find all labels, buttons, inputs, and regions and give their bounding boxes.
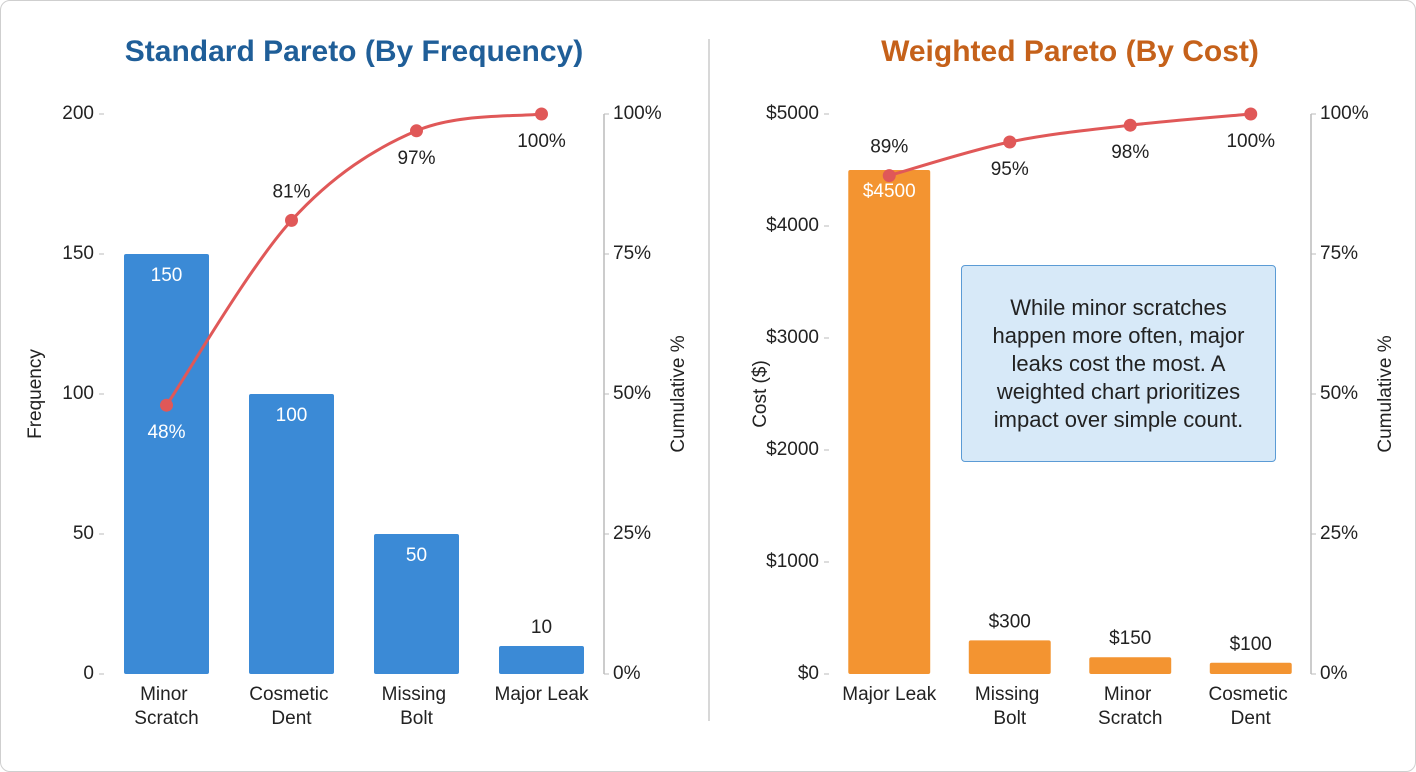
cumulative-label: 95% [991,159,1029,180]
y2-tick-label: 25% [613,523,651,544]
y2-tick-label: 0% [1320,663,1348,684]
x-tick-label: Minor Scratch [1098,684,1162,729]
cumulative-label: 81% [272,181,310,202]
bar [249,394,334,674]
cumulative-label: 100% [1226,131,1275,152]
bar [968,640,1051,674]
chart-title: Weighted Pareto (By Cost) [881,35,1259,68]
y-tick-label: 50 [73,523,94,544]
x-tick-label: Cosmetic Dent [1209,684,1293,729]
x-tick-label-line: Bolt [400,708,433,729]
x-tick-label-line: Minor [140,684,193,705]
y-tick-label: $2000 [766,439,819,460]
y-tick-label: 200 [62,103,94,124]
bar [499,646,584,674]
x-tick-label: Cosmetic Dent [249,684,333,729]
x-tick-label-line: Scratch [1098,708,1162,729]
x-tick-label: Minor Scratch [134,684,198,729]
chart-title: Standard Pareto (By Frequency) [125,35,583,68]
y-tick-label: 100 [62,383,94,404]
cumulative-label: 97% [397,148,435,169]
x-tick-label-line: Minor [1104,684,1157,705]
y-tick-label: $4000 [766,215,819,236]
x-tick-label-line: Dent [271,708,312,729]
cumulative-point [410,124,423,138]
x-tick-label-line: Missing [382,684,452,705]
y2-tick-label: 50% [613,383,651,404]
cumulative-point [160,398,173,412]
bar-value-label: $150 [1109,628,1151,649]
cumulative-point [285,213,298,227]
annotation: While minor scratches happen more often,… [961,265,1276,462]
bar-value-label: 50 [406,545,427,566]
bar-value-label: 150 [151,265,183,286]
bar-value-label: 10 [531,617,552,638]
x-tick-label-line: Dent [1231,708,1272,729]
cumulative-point [1123,118,1137,132]
x-tick-label-line: Missing [975,684,1045,705]
y-tick-label: $3000 [766,327,819,348]
y-axis-label: Frequency [25,349,46,439]
x-tick-label: Missing Bolt [382,684,452,729]
x-tick-label: Major Leak [842,684,936,705]
cumulative-label: 100% [517,131,566,152]
y-tick-label: $1000 [766,551,819,572]
y2-tick-label: 100% [1320,103,1369,124]
cumulative-line [165,112,542,407]
y2-tick-label: 50% [1320,383,1358,404]
cumulative-label: 98% [1111,142,1149,163]
bar-value-label: $300 [989,611,1031,632]
y2-axis-label: Cumulative % [1375,335,1396,452]
bar-value-label: $4500 [863,181,916,202]
x-tick-label-line: Cosmetic [1209,684,1293,705]
y2-tick-label: 25% [1320,523,1358,544]
cumulative-point [1244,107,1258,121]
x-tick-label: Major Leak [495,684,589,705]
y2-axis-label: Cumulative % [668,335,689,452]
x-tick-label-line: Scratch [134,708,198,729]
bar [848,170,931,674]
y-tick-label: $0 [798,663,819,684]
cumulative-label: 89% [870,137,908,158]
bar-value-label: $100 [1230,634,1272,655]
y2-tick-label: 100% [613,103,662,124]
y2-tick-label: 0% [613,663,641,684]
y-axis-label: Cost ($) [750,360,771,428]
y-tick-label: 150 [62,243,94,264]
bar [1089,657,1172,674]
cumulative-point [882,169,896,183]
bar [1209,662,1292,674]
y-tick-label: $5000 [766,103,819,124]
cumulative-point [535,107,548,121]
cumulative-label: 48% [147,422,185,443]
bar [124,254,209,674]
x-tick-label: Missing Bolt [975,684,1045,729]
cumulative-line [888,112,1251,178]
x-tick-label-line: Cosmetic [249,684,333,705]
y-tick-label: 0 [83,663,94,684]
bar-value-label: 100 [276,405,308,426]
y2-tick-label: 75% [1320,243,1358,264]
x-tick-label-line: Bolt [993,708,1026,729]
y2-tick-label: 75% [613,243,651,264]
cumulative-point [1003,135,1017,149]
bar [374,534,459,674]
